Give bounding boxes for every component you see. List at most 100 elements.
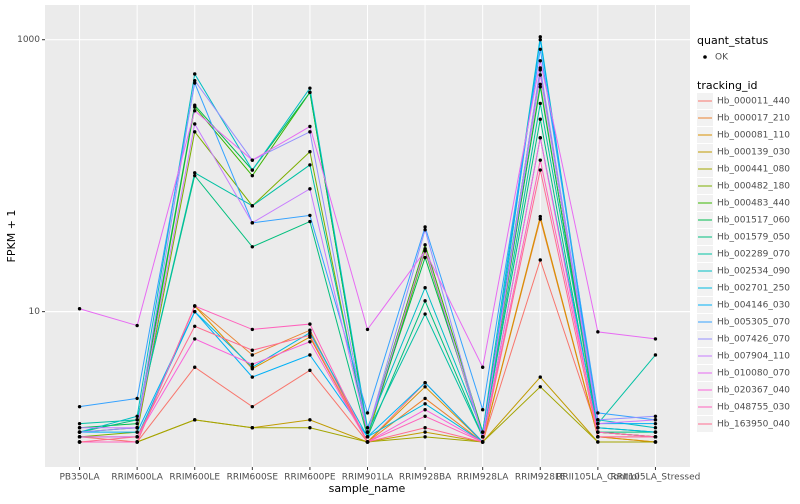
data-point [538,158,542,162]
data-point [538,66,542,70]
data-point [308,328,312,332]
data-point [423,312,427,316]
data-point [135,435,139,439]
x-axis-title: sample_name [329,482,406,495]
x-tick-label: RRIM928LE [515,473,566,483]
data-point [538,38,542,42]
data-point [250,404,255,409]
data-point [193,130,197,134]
data-point [308,163,312,167]
data-point [308,418,312,422]
data-point [365,411,370,415]
data-point [250,168,255,172]
data-point [135,396,139,401]
legend-label: Hb_004146_030 [717,301,790,311]
x-tick-label: RRIM600LE [169,473,220,483]
data-point [250,204,255,208]
x-tick-label: RRIM600SE [227,473,279,483]
y-tick-label: 1000 [17,35,40,45]
data-point [480,435,485,439]
data-point [308,368,312,373]
data-point [250,173,255,178]
data-point [423,249,427,253]
data-point [250,365,255,369]
data-point [596,421,600,426]
data-point [135,414,139,418]
data-point [538,85,542,89]
x-tick-label: RRIM928LA [457,473,509,483]
legend-label: Hb_001579_050 [717,233,790,243]
data-point [77,435,82,439]
data-point [538,385,542,389]
legend-label: Hb_001517_060 [717,216,790,226]
data-point [596,330,600,334]
x-tick-label: RRII105LA_Control [556,473,639,483]
data-point [77,421,82,426]
data-point [538,217,542,221]
legend-title: tracking_id [697,79,758,92]
data-point [538,59,542,63]
legend-label: Hb_005305_070 [717,318,790,328]
data-point [135,323,139,328]
x-tick-label: RRIM600LA [111,473,163,483]
point-legend-label: OK [715,53,729,63]
data-point [250,158,255,162]
data-point [308,219,312,224]
data-point [250,426,255,430]
data-point [538,35,542,39]
data-point [308,322,312,326]
data-point [308,130,312,134]
data-point [308,333,312,337]
legend-label: Hb_007426_070 [717,335,790,345]
legend-label: Hb_163950_040 [717,420,790,430]
legend-label: Hb_000483_440 [717,199,790,209]
data-point [653,421,658,426]
data-point [538,117,542,121]
data-point [135,421,139,426]
data-point [193,81,197,85]
data-point [423,228,427,232]
data-point [193,418,197,422]
legend-label: Hb_002534_090 [717,267,790,277]
legend-label: Hb_020367_040 [717,386,790,396]
y-axis-title: FPKM + 1 [5,210,18,263]
data-point [423,435,427,439]
data-point [423,381,427,385]
data-point [538,214,542,219]
legend-label: Hb_000081_110 [717,131,790,141]
data-point [250,348,255,352]
legend-label: Hb_000011_440 [717,97,790,107]
data-point [538,82,542,86]
data-point [653,418,658,422]
data-point [308,330,312,335]
data-point [193,337,197,341]
data-point [596,426,600,430]
data-point [193,72,197,76]
data-point [308,150,312,154]
data-point [308,426,312,430]
data-point [77,430,82,434]
data-point [596,440,600,444]
legend-label: Hb_048755_030 [717,403,790,413]
y-tick-label: 10 [29,307,41,317]
data-point [365,435,370,439]
data-point [538,136,542,140]
data-point [250,353,255,357]
data-point [423,285,427,290]
data-point [193,122,197,126]
data-point [596,418,600,422]
data-point [653,435,658,439]
data-point [365,327,370,332]
data-point [480,430,485,434]
data-point [538,101,542,106]
data-point [77,440,82,444]
legend-label: Hb_002701_250 [717,284,790,294]
legend-label: Hb_000139_030 [717,148,790,158]
data-point [423,225,427,229]
data-point [423,430,427,434]
data-point [193,324,197,329]
data-point [308,187,312,191]
data-point [653,414,658,418]
data-point [308,340,312,344]
